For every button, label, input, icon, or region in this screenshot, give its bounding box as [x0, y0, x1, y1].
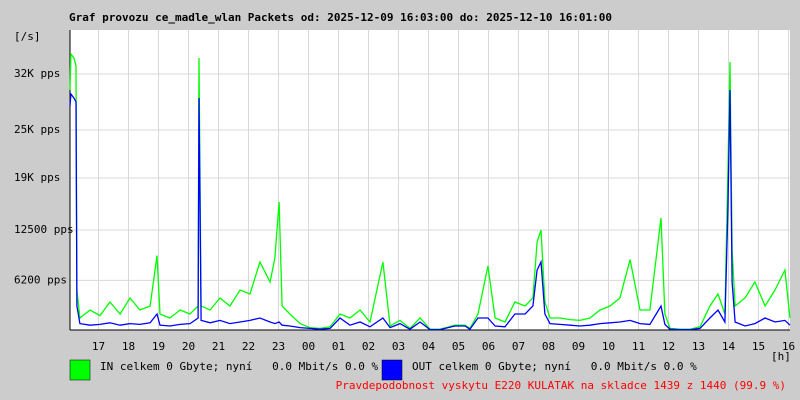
x-tick-label: 13: [692, 340, 705, 353]
series-line: [69, 89, 791, 331]
x-tick-label: 15: [752, 340, 765, 353]
x-unit: [h]: [771, 350, 791, 363]
legend-swatch: [381, 359, 403, 381]
x-tick-label: 04: [422, 340, 436, 353]
x-tick-label: 23: [272, 340, 285, 353]
x-tick-label: 06: [482, 340, 495, 353]
x-tick-label: 11: [632, 340, 645, 353]
x-tick-label: 17: [92, 340, 105, 353]
x-tick-label: 12: [662, 340, 675, 353]
y-tick-label: 12500 pps: [14, 223, 74, 236]
x-tick-label: 18: [122, 340, 135, 353]
y-tick-label: 6200 pps: [14, 273, 67, 286]
x-tick-label: 10: [602, 340, 615, 353]
x-tick-label: 02: [362, 340, 375, 353]
legend-label: OUT celkem 0 Gbyte; nyní 0.0 Mbit/s 0.0 …: [412, 360, 697, 373]
chart-title: Graf provozu ce_madle_wlan Packets od: 2…: [69, 11, 612, 24]
x-tick-label: 03: [392, 340, 405, 353]
y-tick-label: 19K pps: [14, 171, 60, 184]
x-tick-label: 07: [512, 340, 525, 353]
x-tick-label: 08: [542, 340, 555, 353]
x-tick-label: 05: [452, 340, 465, 353]
note: Pravdepodobnost vyskytu E220 KULATAK na …: [336, 379, 786, 392]
x-tick-label: 09: [572, 340, 585, 353]
x-tick-label: 16: [782, 340, 795, 353]
x-tick-label: 20: [182, 340, 195, 353]
y-tick-label: 25K pps: [14, 123, 60, 136]
legend-label: IN celkem 0 Gbyte; nyní 0.0 Mbit/s 0.0 %: [100, 360, 379, 373]
x-tick-label: 00: [302, 340, 315, 353]
x-tick-label: 22: [242, 340, 255, 353]
x-tick-label: 14: [722, 340, 736, 353]
legend-swatch: [69, 359, 91, 381]
y-tick-label: 32K pps: [14, 67, 60, 80]
x-tick-label: 01: [332, 340, 345, 353]
y-unit: [/s]: [14, 30, 41, 43]
x-tick-label: 21: [212, 340, 225, 353]
x-tick-label: 19: [152, 340, 165, 353]
plot-area: [70, 30, 790, 330]
